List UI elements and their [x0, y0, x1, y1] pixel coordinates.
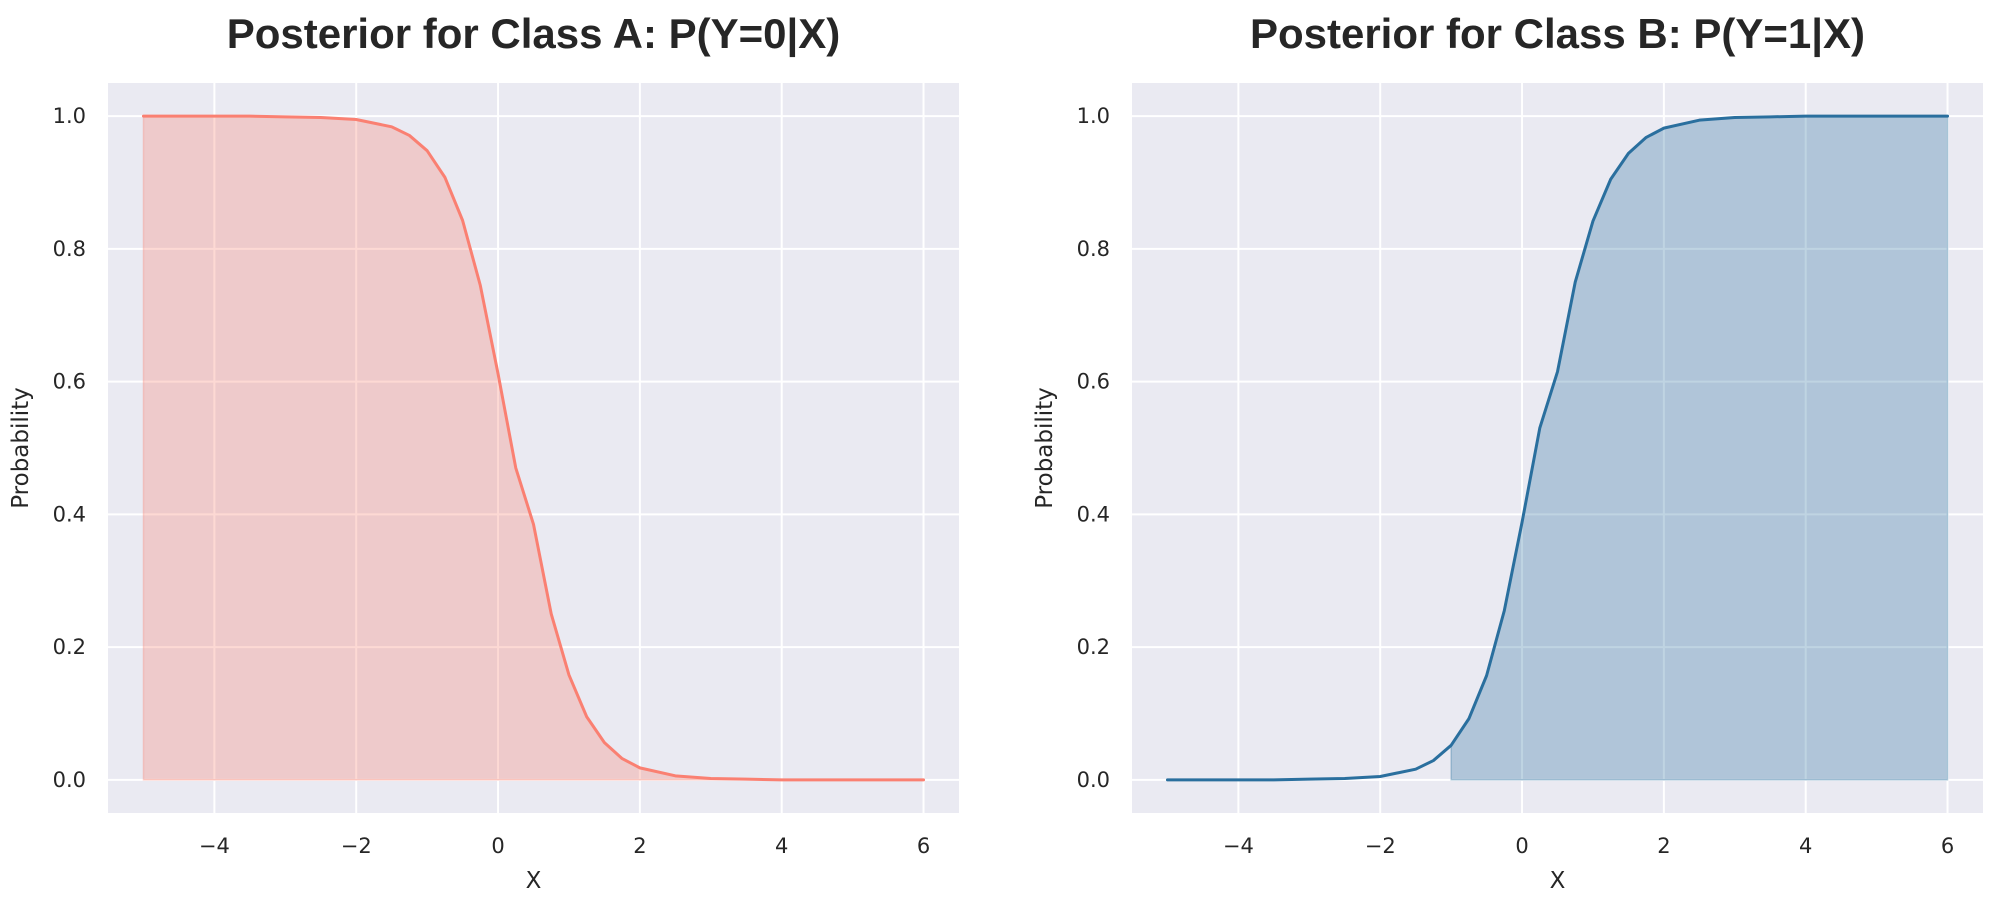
series-line	[141, 114, 926, 782]
x-tick-label: −2	[1365, 834, 1396, 858]
y-tick-label: 1.0	[1077, 104, 1110, 128]
y-axis-label: Probability	[8, 387, 34, 509]
y-tick-label: 0.2	[1077, 635, 1110, 659]
plot-background	[1132, 83, 1983, 813]
y-tick-label: 0.4	[53, 502, 86, 526]
x-tick-label: 6	[1941, 834, 1954, 858]
x-tick-label: 6	[917, 834, 930, 858]
x-axis-label: X	[1550, 868, 1566, 894]
chart-title: Posterior for Class A: P(Y=0|X)	[227, 10, 841, 58]
y-tick-label: 0.8	[53, 237, 86, 261]
panel-class-b: −4 −2 0 2 4 6 0.0 0.2 0.4 0.6 0.8 1.0 Posterior for …	[1032, 10, 1983, 894]
panel-class-a: −4 −2 0 2 4 6 0.0 0.2 0.4 0.6 0.8 1.0 Posterior for …	[8, 10, 959, 894]
x-axis-label: X	[526, 868, 542, 894]
y-tick-label: 0.0	[53, 768, 86, 792]
x-tick-label: −2	[341, 834, 372, 858]
y-tick-label: 1.0	[53, 104, 86, 128]
y-axis-label: Probability	[1032, 387, 1058, 509]
y-tick-label: 0.6	[53, 370, 86, 394]
plot-background	[108, 83, 959, 813]
x-tick-label: 4	[775, 834, 788, 858]
series-line	[1165, 114, 1950, 782]
y-tick-label: 0.2	[53, 635, 86, 659]
x-tick-label: 2	[633, 834, 646, 858]
y-tick-label: 0.6	[1077, 370, 1110, 394]
y-tick-label: 0.0	[1077, 768, 1110, 792]
y-tick-label: 0.4	[1077, 502, 1110, 526]
y-tick-label: 0.8	[1077, 237, 1110, 261]
x-tick-label: 4	[1799, 834, 1812, 858]
x-tick-label: −4	[199, 834, 230, 858]
x-tick-label: −4	[1223, 834, 1254, 858]
chart-title: Posterior for Class B: P(Y=1|X)	[1250, 10, 1865, 58]
x-tick-label: 0	[491, 834, 504, 858]
x-tick-label: 0	[1515, 834, 1528, 858]
x-tick-label: 2	[1657, 834, 1670, 858]
